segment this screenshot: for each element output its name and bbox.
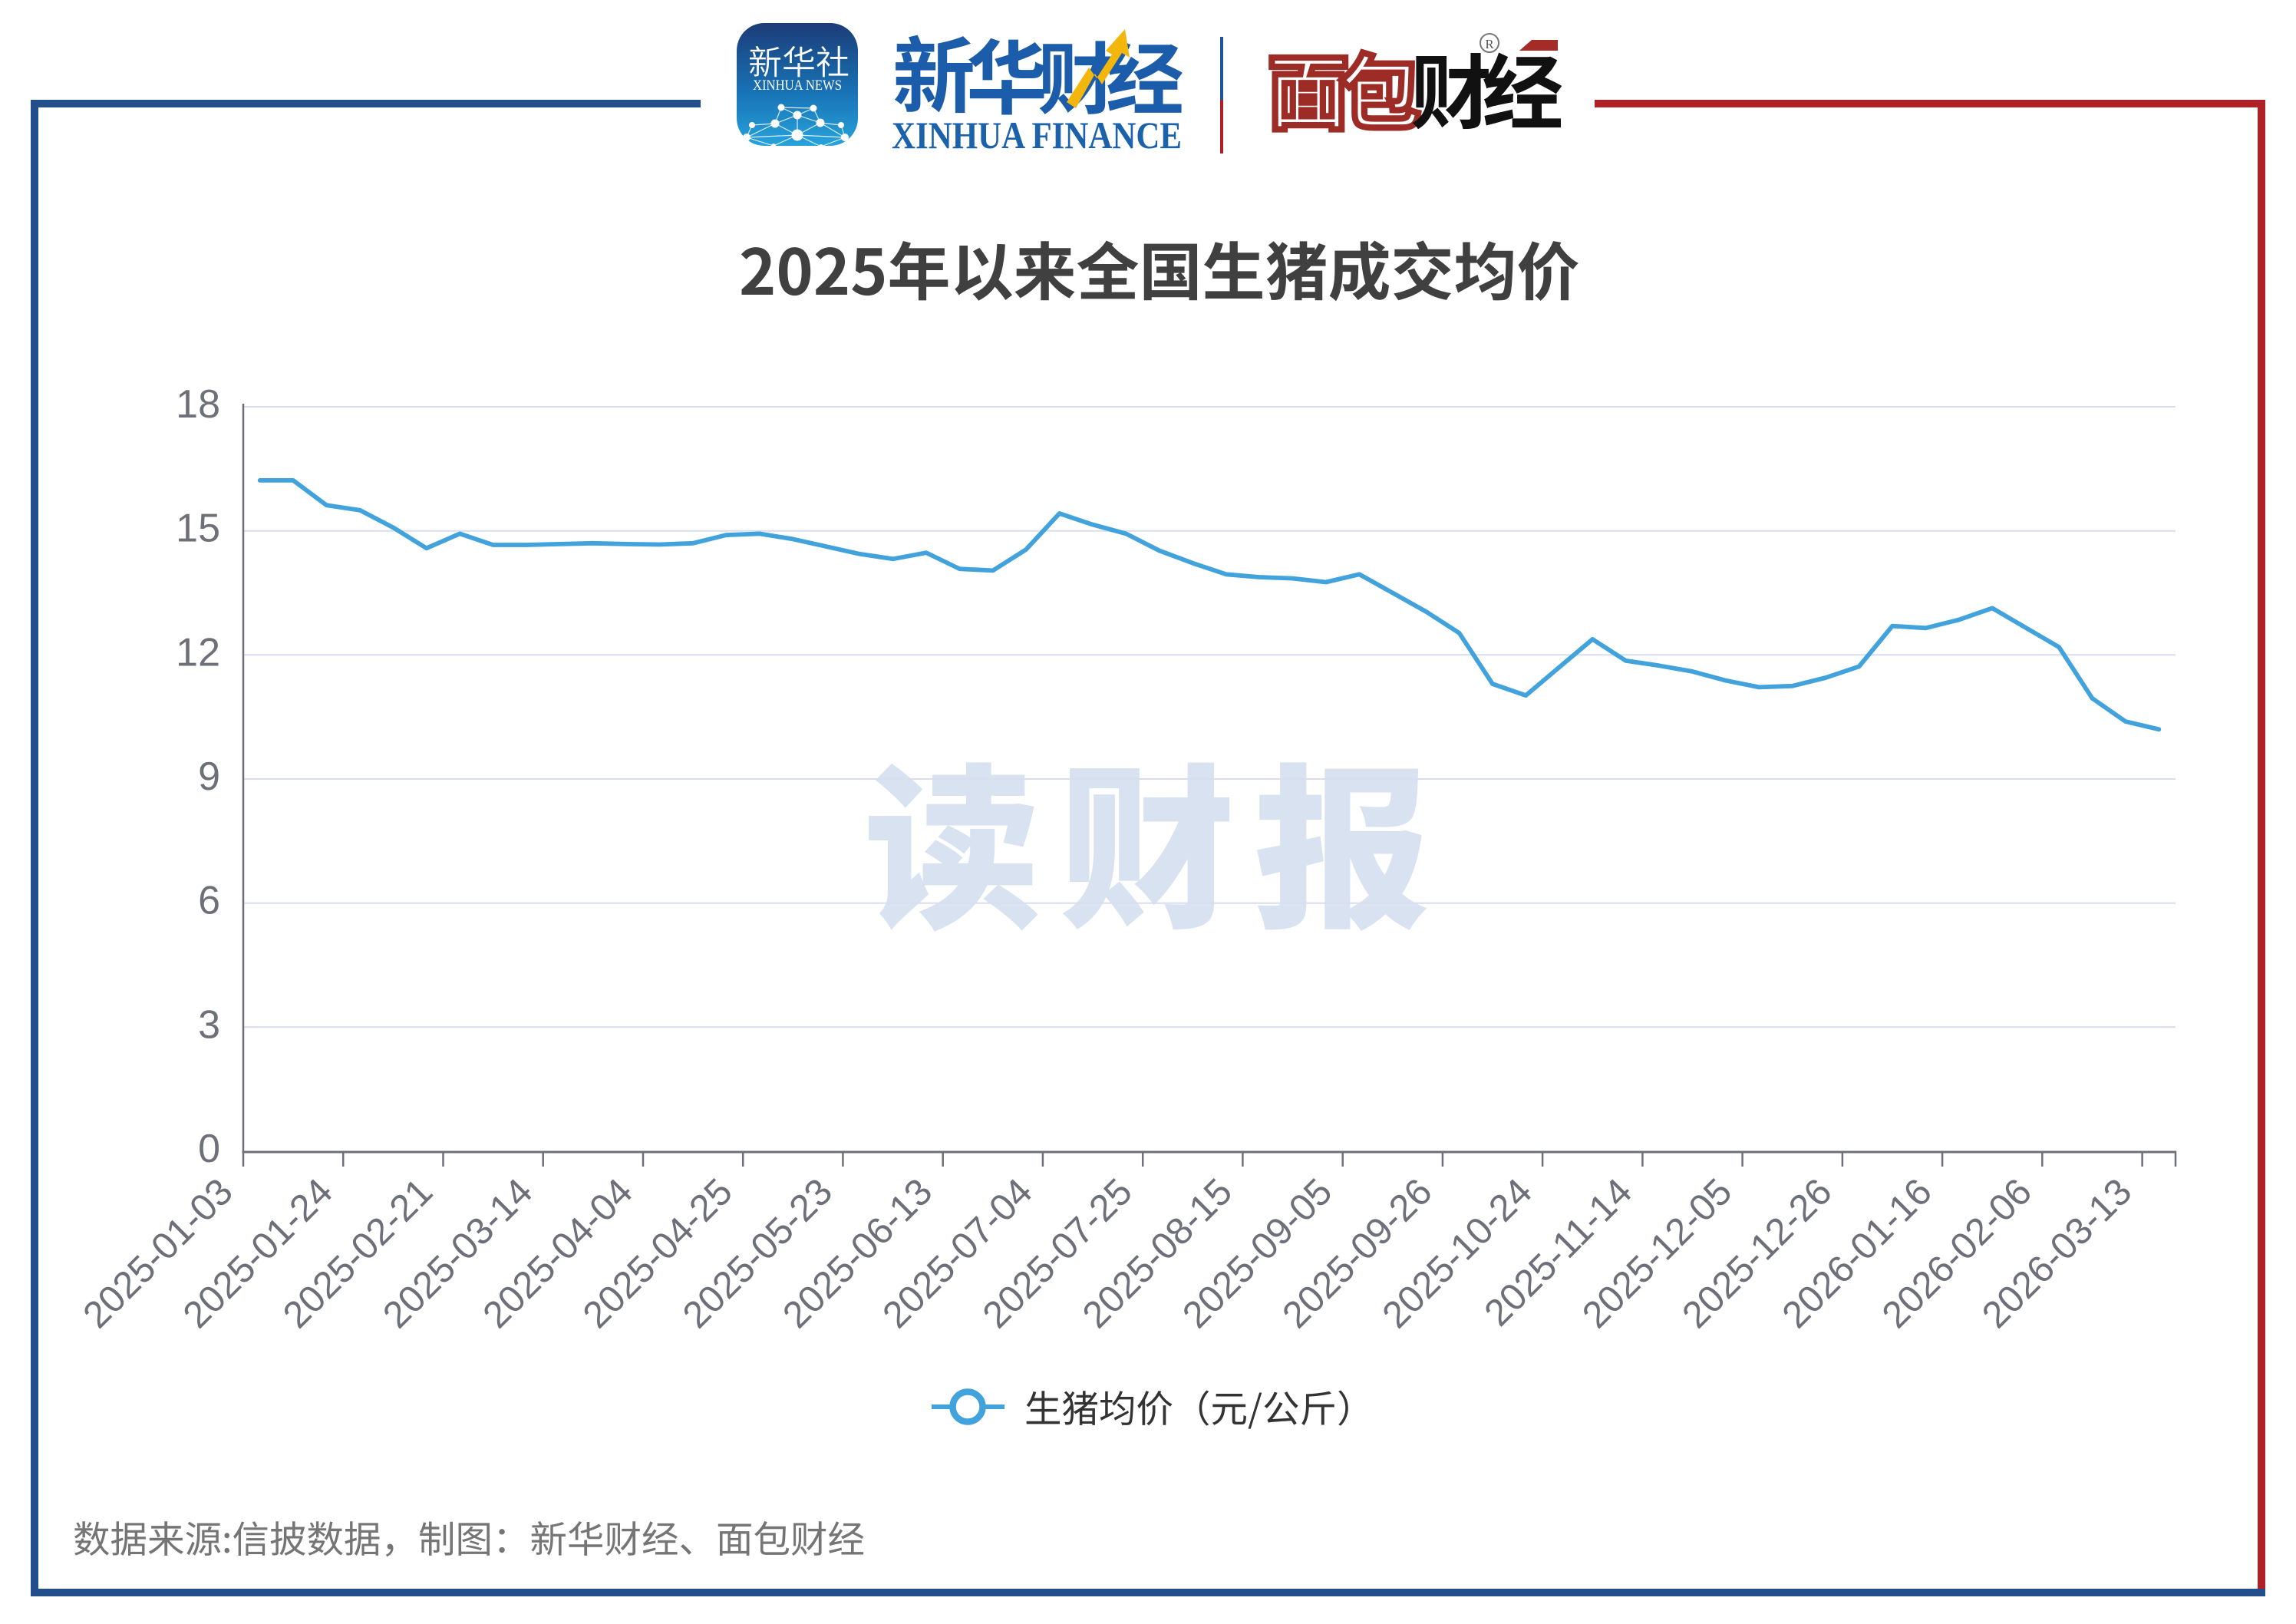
svg-text:XINHUA FINANCE: XINHUA FINANCE	[892, 114, 1182, 157]
svg-text:18: 18	[176, 382, 220, 427]
svg-text:15: 15	[176, 507, 220, 551]
svg-text:0: 0	[198, 1127, 220, 1171]
svg-text:12: 12	[176, 630, 220, 675]
svg-text:6: 6	[198, 879, 220, 923]
svg-text:9: 9	[198, 754, 220, 799]
svg-text:XINHUA NEWS: XINHUA NEWS	[753, 78, 842, 94]
svg-text:R: R	[1485, 37, 1494, 51]
svg-text:3: 3	[198, 1002, 220, 1047]
